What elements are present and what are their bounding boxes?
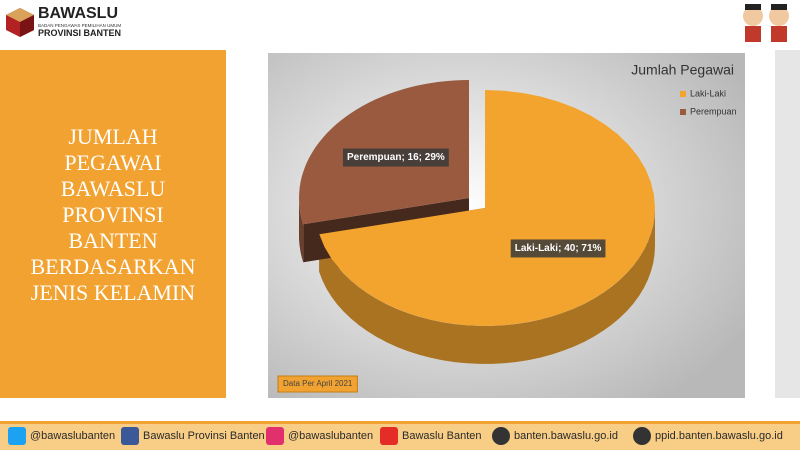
data-label-box: [510, 239, 606, 258]
chart-note: Data Per April 2021: [283, 379, 353, 388]
legend-label: Perempuan: [690, 106, 737, 116]
footer-icon: [380, 427, 398, 445]
mascot: [743, 4, 789, 42]
data-label: Laki-Laki; 40; 71%: [515, 243, 602, 254]
slice-side: [319, 208, 655, 364]
title-panel: [0, 50, 226, 398]
footer-link[interactable]: @bawaslubanten: [30, 430, 116, 442]
footer-link[interactable]: Bawaslu Provinsi Banten: [143, 430, 265, 442]
data-label-box: [342, 148, 449, 167]
footer: @bawaslubanten Bawaslu Provinsi Banten @ba…: [0, 424, 800, 450]
legend-swatch: [680, 91, 686, 97]
logo-title: BAWASLU: [38, 5, 118, 22]
logo-subtitle: BADAN PENGAWAS PEMILIHAN UMUM: [38, 23, 122, 28]
footer-icon: [633, 427, 651, 445]
panel-title: JUMLAH PEGAWAI BAWASLU PROVINSI BANTEN B…: [30, 124, 196, 305]
footer-line: [0, 421, 800, 424]
chart: Jumlah Pegawai Laki-Laki; 40; 71% Perempu…: [268, 53, 745, 398]
footer-icon: [266, 427, 284, 445]
logo-icon: [6, 8, 34, 37]
logo-region: PROVINSI BANTEN: [38, 28, 122, 38]
logo: [4, 6, 36, 43]
footer-icon: [8, 427, 26, 445]
footer-icon: [121, 427, 139, 445]
legend-label: Laki-Laki: [690, 88, 726, 98]
data-label: Perempuan; 16; 29%: [347, 152, 445, 163]
footer-link[interactable]: Bawaslu Banten: [402, 430, 482, 442]
side-strip: [775, 50, 800, 398]
footer-link[interactable]: @bawaslubanten: [288, 430, 374, 442]
pie-slice: [319, 90, 655, 326]
chart-title: Jumlah Pegawai: [631, 62, 734, 78]
chart-note-box: [277, 375, 358, 393]
footer-link[interactable]: ppid.banten.bawaslu.go.id: [655, 430, 783, 442]
footer-link[interactable]: banten.bawaslu.go.id: [514, 430, 618, 442]
legend-swatch: [680, 109, 686, 115]
footer-icon: [492, 427, 510, 445]
slice-side: [299, 198, 304, 263]
